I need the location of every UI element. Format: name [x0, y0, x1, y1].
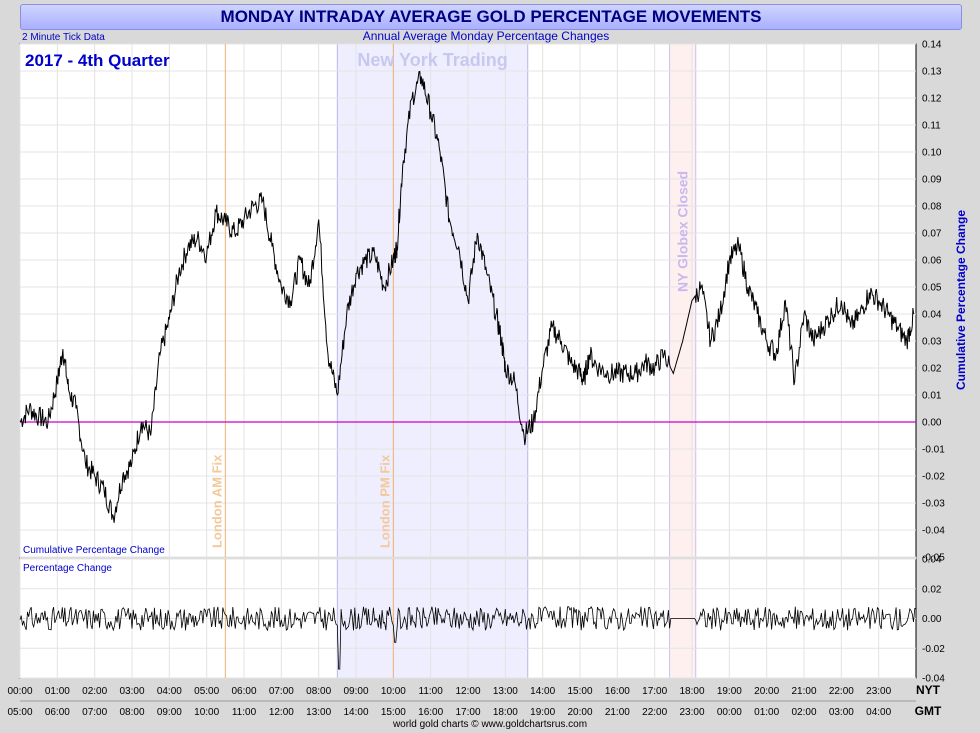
x-tick-label-gmt: 11:00 [232, 707, 257, 718]
x-tick-label-nyt: 11:00 [419, 686, 444, 697]
x-tick-label-gmt: 20:00 [567, 707, 592, 718]
y-tick-label: 0.11 [922, 121, 941, 132]
x-tick-label-gmt: 16:00 [418, 707, 443, 718]
x-tick-label-gmt: 19:00 [530, 707, 555, 718]
y-tick-label: 0.04 [922, 555, 942, 566]
x-tick-label-nyt: 17:00 [642, 686, 667, 697]
cumulative-panel: 0.14 0.13 0.12 0.11 0.10 0.09 0.08 0.07 0.06 0.05… [19, 40, 968, 564]
x-tick-label-nyt: 16:00 [605, 686, 630, 697]
x-tick-label-gmt: 17:00 [455, 707, 480, 718]
y-tick-label: 0.14 [922, 40, 942, 51]
x-tick-label-nyt: 23:00 [866, 686, 891, 697]
x-tick-label-nyt: 05:00 [194, 686, 219, 697]
cumulative-series-line [19, 70, 915, 523]
y-tick-label: 0.06 [922, 256, 942, 267]
x-tick-label-gmt: 03:00 [829, 707, 854, 718]
period-label: 2017 - 4th Quarter [25, 51, 170, 70]
y-tick-label: 0.00 [922, 614, 942, 625]
percentage-panel-label: Percentage Change [23, 563, 112, 574]
x-tick-label-nyt: 20:00 [754, 686, 779, 697]
x-tick-label-nyt: 18:00 [679, 686, 704, 697]
tz-label-nyt: NYT [916, 683, 941, 697]
x-tick-label-nyt: 10:00 [381, 686, 406, 697]
y-axis-title: Cumulative Percentage Change [954, 210, 968, 390]
percentage-panel: 0.04 0.02 0.00 -0.02 -0.04 Percentage Change [19, 555, 945, 685]
x-tick-label-gmt: 00:00 [717, 707, 742, 718]
x-tick-label-gmt: 06:00 [45, 707, 70, 718]
y-tick-label: 0.03 [922, 337, 942, 348]
x-tick-label-nyt: 07:00 [269, 686, 294, 697]
x-tick-label-gmt: 13:00 [306, 707, 331, 718]
x-tick-label-gmt: 12:00 [269, 707, 294, 718]
y-tick-label: -0.02 [922, 472, 945, 483]
data-note: 2 Minute Tick Data [22, 32, 105, 43]
time-axis: 00:00 01:00 02:00 03:00 04:00 05:00 06:00 07:00… [7, 686, 916, 718]
x-tick-label-nyt: 19:00 [717, 686, 742, 697]
x-tick-label-nyt: 12:00 [455, 686, 480, 697]
y-tick-label: -0.05 [922, 553, 945, 564]
ny-trading-band [336, 43, 529, 558]
x-tick-label-gmt: 04:00 [866, 707, 891, 718]
y-tick-label: 0.00 [922, 418, 942, 429]
x-tick-label-gmt: 14:00 [343, 707, 368, 718]
x-tick-label-nyt: 00:00 [7, 686, 32, 697]
y-tick-label: 0.12 [922, 94, 942, 105]
x-tick-label-nyt: 09:00 [343, 686, 368, 697]
footer-credit: world gold charts © www.goldchartsrus.co… [392, 719, 587, 730]
y-tick-label: 0.05 [922, 283, 942, 294]
x-tick-label-gmt: 07:00 [82, 707, 107, 718]
x-tick-label-nyt: 15:00 [567, 686, 592, 697]
x-tick-label-gmt: 02:00 [791, 707, 816, 718]
y-tick-label: -0.01 [922, 445, 945, 456]
london-am-fix-label: London AM Fix [209, 454, 224, 548]
x-tick-label-nyt: 22:00 [829, 686, 854, 697]
chart-subtitle: Annual Average Monday Percentage Changes [363, 29, 610, 43]
x-tick-label-gmt: 21:00 [605, 707, 630, 718]
y-tick-label: 0.04 [922, 310, 942, 321]
y-tick-label: 0.01 [922, 391, 942, 402]
y-tick-label: 0.02 [922, 584, 942, 595]
x-tick-label-nyt: 06:00 [231, 686, 256, 697]
x-tick-label-gmt: 05:00 [7, 707, 32, 718]
x-tick-label-gmt: 15:00 [381, 707, 406, 718]
y-tick-label: 0.10 [922, 148, 942, 159]
x-tick-label-nyt: 14:00 [530, 686, 555, 697]
y-tick-label: -0.02 [922, 644, 945, 655]
y-tick-label: -0.03 [922, 499, 945, 510]
globex-closed-label: NY Globex Closed [675, 171, 691, 292]
ny-trading-label: New York Trading [357, 50, 507, 70]
x-tick-label-nyt: 02:00 [82, 686, 107, 697]
cumulative-panel-label: Cumulative Percentage Change [23, 545, 165, 556]
x-tick-label-gmt: 18:00 [493, 707, 518, 718]
x-tick-label-nyt: 01:00 [45, 686, 70, 697]
x-tick-label-nyt: 04:00 [157, 686, 182, 697]
x-tick-label-gmt: 22:00 [642, 707, 667, 718]
x-tick-label-gmt: 10:00 [194, 707, 219, 718]
y-tick-label: -0.04 [922, 674, 945, 685]
percentage-series-line [19, 605, 917, 670]
chart-title: MONDAY INTRADAY AVERAGE GOLD PERCENTAGE … [20, 4, 962, 30]
x-tick-label-nyt: 13:00 [493, 686, 518, 697]
london-pm-fix-label: London PM Fix [377, 454, 392, 548]
x-tick-label-gmt: 01:00 [754, 707, 779, 718]
x-tick-label-nyt: 21:00 [791, 686, 816, 697]
x-tick-label-gmt: 08:00 [119, 707, 144, 718]
x-tick-label-gmt: 23:00 [679, 707, 704, 718]
x-tick-label-nyt: 03:00 [119, 686, 144, 697]
y-tick-label: 0.09 [922, 175, 942, 186]
x-tick-label-gmt: 09:00 [157, 707, 182, 718]
y-tick-label: 0.07 [922, 229, 942, 240]
y-tick-label: -0.04 [922, 526, 945, 537]
y-tick-label: 0.02 [922, 364, 942, 375]
tz-label-gmt: GMT [915, 704, 942, 718]
x-tick-label-nyt: 08:00 [306, 686, 331, 697]
y-tick-label: 0.08 [922, 202, 942, 213]
y-tick-label: 0.13 [922, 67, 942, 78]
